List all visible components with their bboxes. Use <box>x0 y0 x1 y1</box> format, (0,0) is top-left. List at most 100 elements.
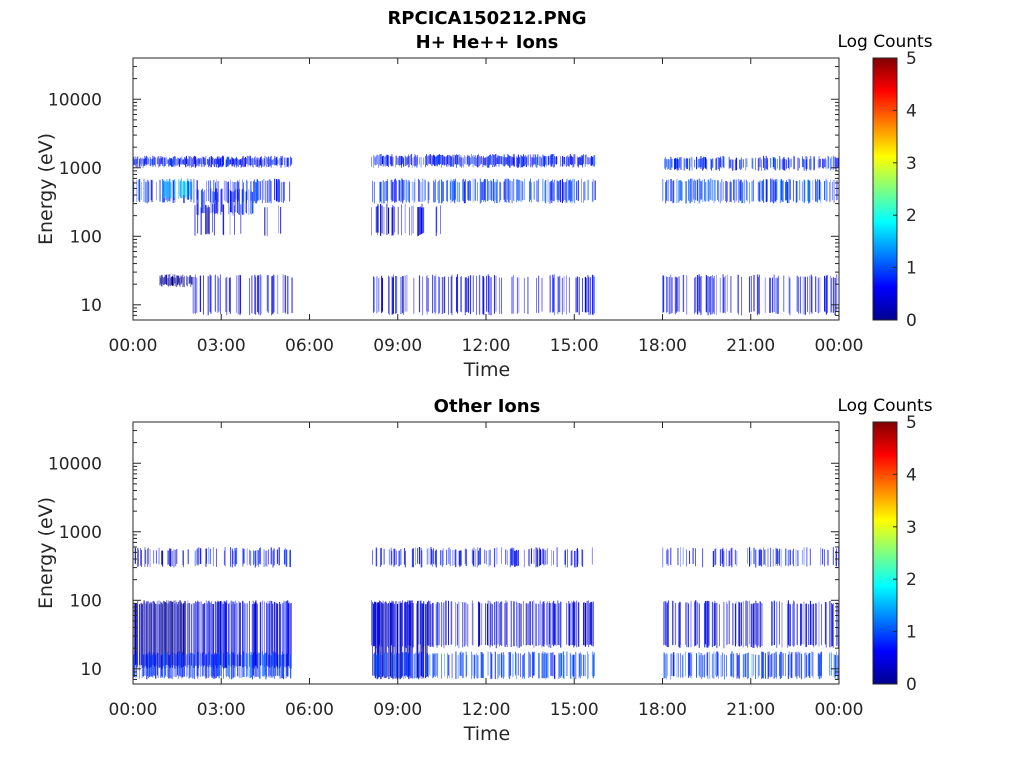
spectrogram-column <box>501 654 503 677</box>
spectrogram-column <box>471 654 473 676</box>
spectrogram-column <box>730 548 732 566</box>
spectrogram-column <box>135 654 137 678</box>
spectrogram-column <box>792 603 793 646</box>
spectrogram-column <box>371 156 372 167</box>
spectrogram-column <box>707 601 709 648</box>
spectrogram-column <box>513 547 515 565</box>
h-he-ions-panel: H+ He++ Ions 00:00 03:00 06:00 09:00 12:00 15… <box>35 32 933 381</box>
spectrogram-column <box>510 156 512 166</box>
spectrogram-column <box>794 652 796 677</box>
spectrogram-column <box>492 604 493 647</box>
spectrogram-column <box>249 155 251 166</box>
spectrogram-column <box>670 156 672 170</box>
spectrogram-column <box>170 654 171 679</box>
spectrogram-column <box>268 653 270 678</box>
spectrogram-column <box>219 601 221 665</box>
spectrogram-column <box>509 156 511 168</box>
spectrogram-column <box>230 156 232 166</box>
spectrogram-column <box>502 157 504 166</box>
spectrogram-column <box>495 182 497 203</box>
spectrogram-column <box>698 603 700 648</box>
colorbar-tick-label: 0 <box>906 311 917 331</box>
spectrogram-column <box>230 600 232 667</box>
spectrogram-column <box>724 654 725 680</box>
spectrogram-column <box>180 178 182 199</box>
spectrogram-column <box>759 180 761 202</box>
spectrogram-column <box>235 157 237 165</box>
spectrogram-column <box>272 603 274 666</box>
spectrogram-column <box>729 159 731 168</box>
spectrogram-column <box>172 601 174 666</box>
spectrogram-column <box>145 157 147 164</box>
spectrogram-column <box>535 603 537 647</box>
spectrogram-column <box>533 549 535 564</box>
spectrogram-column <box>753 654 755 676</box>
spectrogram-column <box>742 601 744 648</box>
spectrogram-column <box>440 179 442 204</box>
spectrogram-column <box>686 549 687 567</box>
spectrogram-column <box>802 276 804 315</box>
spectrogram-column <box>485 157 487 166</box>
spectrogram-column <box>775 181 777 203</box>
spectrogram-column <box>711 601 713 648</box>
spectrogram-column <box>451 156 453 167</box>
spectrogram-column <box>266 274 268 312</box>
spectrogram-column <box>797 651 799 677</box>
spectrogram-column <box>706 652 708 676</box>
spectrogram-column <box>671 277 673 314</box>
spectrogram-column <box>560 180 562 203</box>
x-tick-label: 06:00 <box>285 700 334 720</box>
spectrogram-column <box>391 550 393 565</box>
spectrogram-column <box>440 154 442 168</box>
spectrogram-column <box>376 206 378 233</box>
spectrogram-column <box>728 550 730 567</box>
spectrogram-column <box>440 550 442 566</box>
spectrogram-column <box>423 207 425 233</box>
spectrogram-column <box>388 276 390 316</box>
spectrogram-column <box>677 547 679 566</box>
spectrogram-column <box>536 157 538 168</box>
spectrogram-column <box>736 653 738 679</box>
spectrogram-column <box>380 205 382 233</box>
spectrogram-column <box>538 547 540 567</box>
spectrogram-column <box>718 180 719 202</box>
spectrogram-column <box>464 602 466 647</box>
spectrogram-column <box>184 275 185 288</box>
spectrogram-column <box>252 600 254 666</box>
spectrogram-column <box>383 548 385 565</box>
spectrogram-column <box>189 156 191 168</box>
spectrogram-column <box>783 156 785 171</box>
spectrogram-column <box>478 547 480 565</box>
spectrogram-column <box>509 548 511 568</box>
spectrogram-column <box>817 652 819 677</box>
spectrogram-column <box>283 549 285 565</box>
spectrogram-column <box>167 652 169 678</box>
spectrogram-column <box>433 154 435 165</box>
spectrogram-column <box>755 654 757 679</box>
spectrogram-column <box>695 548 696 567</box>
spectrogram-column <box>197 203 199 234</box>
spectrogram-column <box>438 154 440 165</box>
spectrogram-column <box>257 159 259 167</box>
spectrogram-column <box>198 547 200 565</box>
spectrogram-column <box>397 601 399 679</box>
spectrogram-column <box>551 154 553 167</box>
spectrogram-column <box>795 549 797 567</box>
spectrogram-column <box>542 154 544 167</box>
spectrogram-column <box>700 276 702 316</box>
spectrogram-column <box>269 652 271 676</box>
spectrogram-column <box>723 277 725 313</box>
spectrogram-column <box>413 653 415 679</box>
spectrogram-column <box>808 653 810 676</box>
spectrogram-column <box>593 154 595 168</box>
spectrogram-column <box>173 179 176 199</box>
x-tick-label: 21:00 <box>726 700 775 720</box>
spectrogram-column <box>531 601 533 645</box>
spectrogram-column <box>250 275 252 314</box>
spectrogram-column <box>192 603 194 668</box>
spectrogram-column <box>427 154 429 166</box>
spectrogram-column <box>687 158 689 169</box>
spectrogram-column <box>676 277 678 312</box>
spectrogram-column <box>163 156 164 168</box>
spectrogram-column <box>766 179 768 202</box>
